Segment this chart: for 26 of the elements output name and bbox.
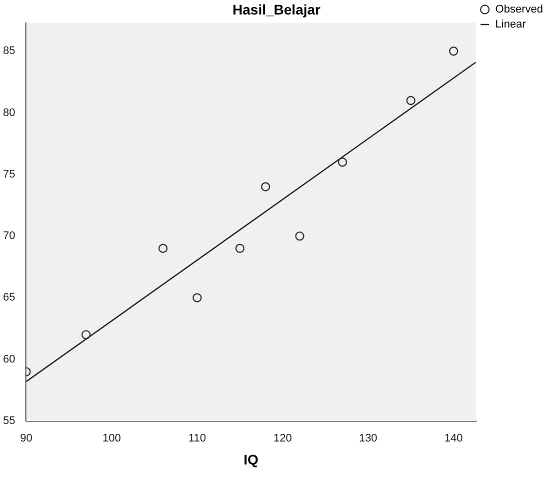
chart-title: Hasil_Belajar xyxy=(232,1,322,18)
point xyxy=(192,293,202,302)
y-tick-label: 70 xyxy=(2,230,16,242)
point xyxy=(295,231,304,241)
x-tick-label: 120 xyxy=(273,432,292,445)
point xyxy=(158,244,168,254)
x-tick-label: 140 xyxy=(444,432,463,445)
x-tick-label: 90 xyxy=(20,432,32,445)
x-tick-label: 100 xyxy=(102,432,121,445)
point xyxy=(260,182,270,192)
y-tick-label: 75 xyxy=(2,168,16,180)
y-tick-label: 80 xyxy=(2,106,16,119)
y-tick-label: 65 xyxy=(2,292,16,304)
point xyxy=(448,46,458,56)
x-axis-title: IQ xyxy=(244,451,259,468)
x-tick-label: 130 xyxy=(358,432,378,445)
x-tick-label: 110 xyxy=(188,432,206,445)
y-tick-label: 60 xyxy=(2,353,16,366)
legend-label: Observed xyxy=(495,4,544,16)
point xyxy=(235,244,245,254)
point xyxy=(81,330,91,340)
y-tick-label: 55 xyxy=(2,415,16,428)
point xyxy=(406,96,416,106)
y-tick-label: 85 xyxy=(2,45,16,58)
legend-label: Linear xyxy=(495,18,526,31)
point xyxy=(338,158,348,167)
